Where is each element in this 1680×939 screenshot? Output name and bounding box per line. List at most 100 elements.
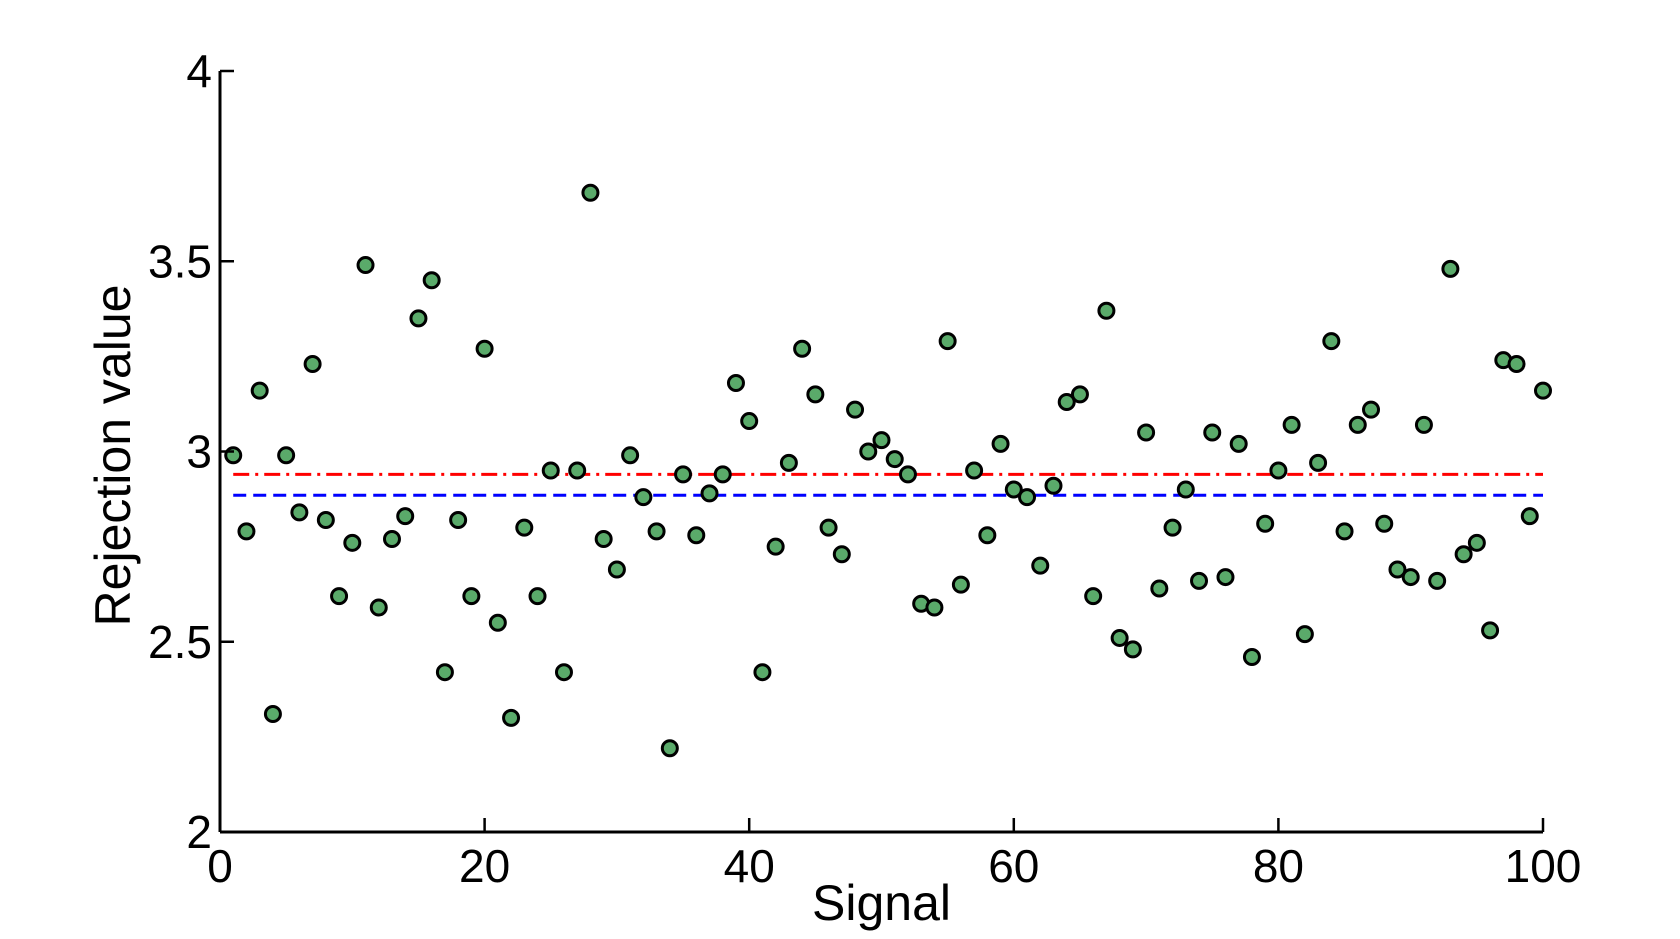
data-point [634, 488, 653, 507]
data-point [1084, 587, 1103, 606]
y-tick-label: 2 [186, 806, 212, 858]
data-point [687, 526, 706, 545]
data-point [1414, 415, 1433, 434]
data-point [1295, 625, 1314, 644]
data-point [1190, 571, 1209, 590]
data-point [263, 705, 282, 724]
data-points [224, 183, 1552, 758]
data-point [726, 374, 745, 393]
data-point [1520, 507, 1539, 526]
x-tick-label: 0 [207, 840, 233, 892]
data-point [1309, 453, 1328, 472]
data-point [1454, 545, 1473, 564]
data-point [1322, 332, 1341, 351]
data-point [488, 613, 507, 632]
data-point [1467, 533, 1486, 552]
data-point [674, 465, 693, 484]
data-point [1534, 381, 1552, 400]
data-point [1057, 393, 1076, 412]
data-point [740, 412, 759, 431]
data-point [541, 461, 560, 480]
data-point [1256, 514, 1275, 533]
data-point [475, 339, 494, 358]
data-point [621, 446, 640, 465]
data-point [885, 450, 904, 469]
data-point [594, 530, 613, 549]
data-point [898, 465, 917, 484]
data-point [1269, 461, 1288, 480]
x-tick-label: 80 [1253, 840, 1304, 892]
x-tick-label: 20 [459, 840, 510, 892]
data-point [1137, 423, 1156, 442]
data-point [846, 400, 865, 419]
data-point [369, 598, 388, 617]
data-point [290, 503, 309, 522]
y-tick-label: 4 [186, 45, 212, 97]
data-point [965, 461, 984, 480]
data-point [1507, 354, 1526, 373]
data-point [1375, 514, 1394, 533]
data-point [581, 183, 600, 202]
data-point [435, 663, 454, 682]
y-axis-title: Rejection value [85, 285, 141, 627]
data-point [832, 545, 851, 564]
data-point [1242, 647, 1261, 666]
data-point [1216, 568, 1235, 587]
data-point [343, 533, 362, 552]
data-point [330, 587, 349, 606]
x-tick-label: 40 [724, 840, 775, 892]
data-point [554, 663, 573, 682]
data-point [1388, 560, 1407, 579]
x-tick-label: 100 [1505, 840, 1582, 892]
data-point [1163, 518, 1182, 537]
data-point [991, 434, 1010, 453]
data-point [1018, 488, 1037, 507]
data-point [1031, 556, 1050, 575]
y-tick-label: 3 [186, 426, 212, 478]
data-point [819, 518, 838, 537]
data-point [806, 385, 825, 404]
data-point [422, 271, 441, 290]
x-tick-label: 60 [988, 840, 1039, 892]
data-point [1097, 301, 1116, 320]
data-point [1481, 621, 1500, 640]
data-point [462, 587, 481, 606]
data-point [528, 587, 547, 606]
data-point [766, 537, 785, 556]
data-point [316, 510, 335, 529]
data-point [409, 309, 428, 328]
data-point [1203, 423, 1222, 442]
data-point [700, 484, 719, 503]
data-point [713, 465, 732, 484]
data-point [753, 663, 772, 682]
data-point [951, 575, 970, 594]
data-point [568, 461, 587, 480]
reference-lines [233, 472, 1543, 497]
data-point [779, 453, 798, 472]
data-point [1070, 385, 1089, 404]
y-tick-label: 3.5 [148, 235, 212, 287]
y-tick-label: 2.5 [148, 616, 212, 668]
data-point [1282, 415, 1301, 434]
data-point [1335, 522, 1354, 541]
data-point [237, 522, 256, 541]
data-point [647, 522, 666, 541]
data-point [1150, 579, 1169, 598]
data-point [224, 446, 243, 465]
data-point [396, 507, 415, 526]
data-point [382, 530, 401, 549]
data-point [1441, 259, 1460, 278]
data-point [1229, 434, 1248, 453]
data-point [660, 739, 679, 758]
data-point [1004, 480, 1023, 499]
data-point [1110, 628, 1129, 647]
ticks: 0 20 40 60 80 100 2 2.5 3 3.5 4 [148, 45, 1581, 892]
data-point [938, 332, 957, 351]
data-point [1176, 480, 1195, 499]
data-point [449, 510, 468, 529]
axes [218, 71, 1543, 834]
data-point [303, 354, 322, 373]
data-point [1348, 415, 1367, 434]
